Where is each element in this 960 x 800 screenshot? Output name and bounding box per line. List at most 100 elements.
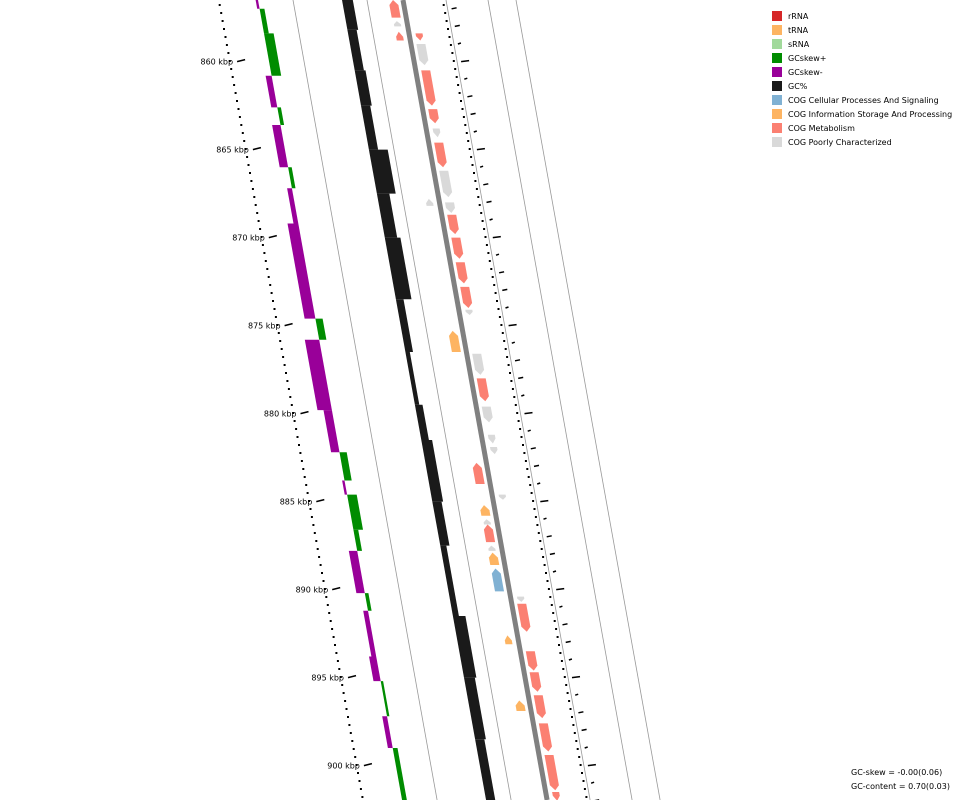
ruler-tick-major — [316, 498, 325, 503]
gc-skew-negative — [363, 610, 377, 657]
cds-feature-arrow — [449, 330, 461, 352]
ruler-dot — [303, 476, 306, 478]
ruler-dot — [585, 796, 588, 798]
ruler-tick-inner — [495, 253, 500, 256]
ruler-dot — [579, 764, 582, 766]
track-guide-line-2 — [445, 0, 591, 800]
ruler-dot — [516, 412, 519, 414]
ruler-dot — [264, 260, 267, 262]
cds-feature-arrow — [465, 309, 473, 315]
ruler-dot — [475, 188, 478, 190]
ruler-dot — [263, 252, 266, 254]
ruler-dot — [517, 420, 520, 422]
ruler-dot — [359, 788, 362, 790]
ruler-dot — [335, 652, 338, 654]
cds-feature-arrow — [432, 128, 441, 138]
ruler-dot — [308, 500, 311, 502]
cds-feature-arrow — [434, 142, 447, 168]
ruler-tick-inner — [502, 288, 508, 292]
ruler-tick-label: 865 kbp — [216, 146, 249, 155]
ruler-tick-label: 890 kbp — [296, 586, 329, 595]
ruler-tick-inner — [511, 341, 516, 344]
ruler-dot — [224, 36, 227, 38]
gc-content-bar — [361, 105, 379, 150]
cds-feature-arrow — [515, 700, 526, 711]
ruler-dot — [559, 652, 562, 654]
ruler-tick-label: 885 kbp — [280, 498, 313, 507]
ruler-tick-inner — [530, 447, 536, 450]
ruler-dot — [507, 364, 510, 366]
legend-item-trna: tRNA — [772, 23, 952, 37]
ruler-dot — [488, 260, 491, 262]
ruler-tick-major — [284, 322, 293, 327]
ruler-dot — [494, 292, 497, 294]
ruler-tick-label: 900 kbp — [327, 762, 360, 771]
ruler-dot — [287, 388, 290, 390]
ruler-tick-label: 860 kbp — [200, 58, 233, 67]
ruler-dot — [237, 108, 240, 110]
gc-content-bar — [395, 299, 413, 352]
gc-skew-negative — [369, 656, 381, 682]
gc-skew-positive — [347, 494, 363, 530]
ruler-dot — [454, 68, 457, 70]
ruler-dot — [302, 468, 305, 470]
ruler-dot — [513, 396, 516, 398]
feature-backbone-line — [400, 0, 550, 800]
ruler-tick-label: 875 kbp — [248, 322, 281, 331]
ruler-dot — [572, 724, 575, 726]
legend-swatch — [772, 95, 782, 105]
ruler-tick-label: 870 kbp — [232, 234, 265, 243]
ruler-dot — [256, 212, 259, 214]
ruler-tick-inner — [556, 587, 565, 591]
cds-feature-arrow — [447, 214, 459, 235]
ruler-dot — [519, 428, 522, 430]
gc-content-stat: GC-content = 0.70(0.03) — [851, 782, 950, 791]
ruler-dot — [325, 596, 328, 598]
ruler-dot — [583, 788, 586, 790]
ruler-dot — [283, 364, 286, 366]
ruler-dot — [272, 300, 274, 302]
legend-swatch — [772, 39, 782, 49]
gc-content-bar — [376, 193, 398, 238]
gc-skew-positive — [288, 167, 296, 189]
ruler-dot — [293, 420, 296, 422]
cds-feature-arrow — [525, 651, 538, 671]
cds-feature-arrow — [472, 462, 485, 484]
gc-skew-negative — [382, 716, 393, 748]
ruler-tick-inner — [584, 746, 588, 749]
cds-feature-arrow — [455, 262, 468, 284]
ruler-dot — [470, 156, 473, 158]
gc-skew-negative — [342, 480, 348, 495]
ruler-dot — [345, 708, 348, 710]
ruler-tick-inner — [518, 376, 524, 380]
cds-feature-arrow — [552, 792, 560, 800]
cds-feature-arrow — [504, 635, 513, 645]
ruler-dot — [341, 684, 344, 686]
ruler-dot — [545, 572, 547, 574]
ruler-tick-major — [252, 146, 262, 151]
ruler-dot — [484, 236, 487, 238]
ruler-dot — [510, 380, 513, 382]
track-guide-line-0 — [292, 0, 438, 800]
ruler-tick-inner — [574, 693, 579, 696]
ruler-tick-inner — [578, 711, 584, 714]
ruler-tick-inner — [543, 517, 547, 520]
feature-guide-line-0 — [487, 0, 633, 800]
ruler-dot — [537, 532, 540, 534]
ruler-dot — [555, 628, 558, 630]
ruler-dot — [249, 172, 251, 174]
gc-content-bar — [354, 70, 372, 106]
legend-label: GC% — [788, 81, 808, 91]
ruler-dot — [444, 12, 447, 14]
ruler-tick-inner — [467, 95, 473, 98]
legend-label: COG Information Storage And Processing — [788, 109, 953, 119]
ruler-dot — [534, 516, 537, 518]
legend-swatch — [772, 53, 782, 63]
ruler-dot — [473, 172, 475, 174]
cds-feature-arrow — [538, 723, 552, 752]
cds-feature-arrow — [544, 755, 559, 791]
ruler-dot — [514, 404, 517, 406]
ruler-dot — [296, 436, 299, 438]
gc-content-bar — [414, 404, 429, 440]
ruler-dot — [462, 116, 465, 118]
